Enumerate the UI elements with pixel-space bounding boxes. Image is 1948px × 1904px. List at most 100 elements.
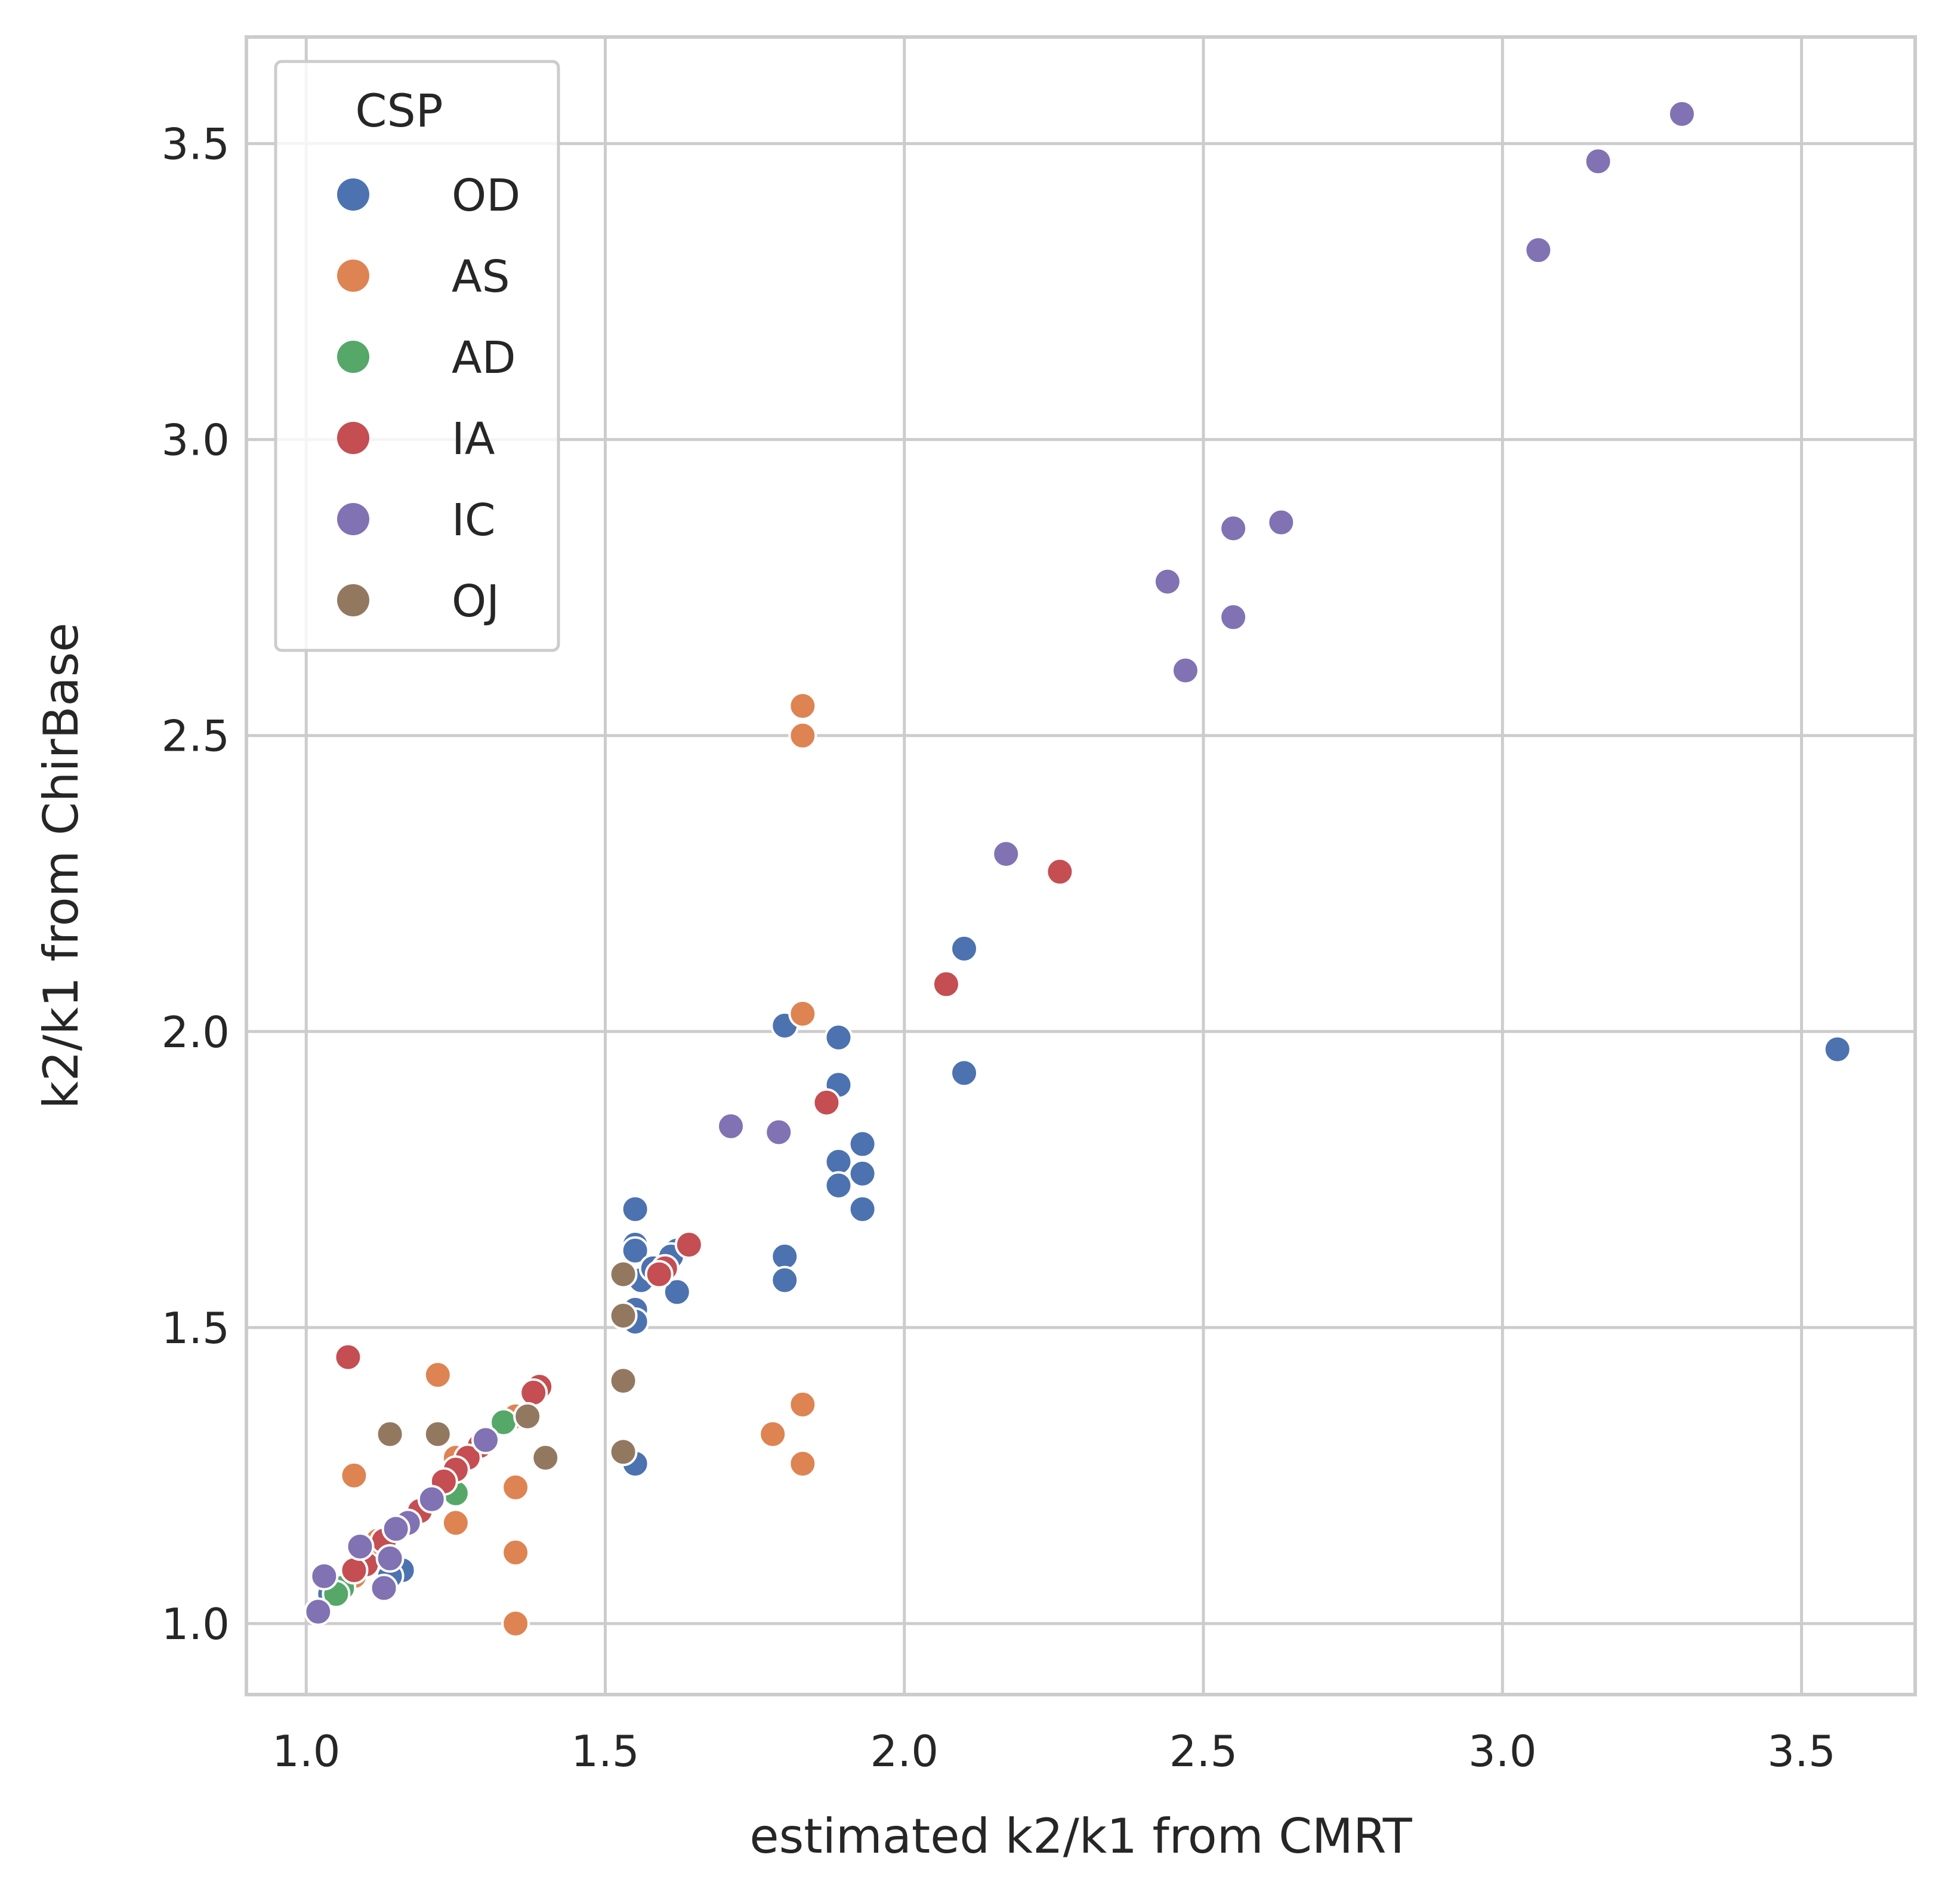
data-point xyxy=(824,1147,853,1177)
legend-item-ia: IA xyxy=(337,413,495,465)
data-point xyxy=(1583,147,1613,176)
data-point xyxy=(304,1597,333,1627)
x-tick-label: 2.0 xyxy=(870,1726,939,1776)
data-point xyxy=(1219,514,1248,543)
data-point xyxy=(758,1419,788,1449)
data-point xyxy=(531,1443,560,1473)
data-point xyxy=(717,1112,746,1141)
data-point xyxy=(788,999,817,1029)
data-point xyxy=(1823,1035,1852,1064)
data-point xyxy=(788,721,817,750)
data-points xyxy=(304,99,1852,1638)
data-point xyxy=(824,1023,853,1052)
data-point xyxy=(345,1532,375,1561)
legend-label: AD xyxy=(452,332,516,384)
tick-labels: 1.0 1.5 2.0 2.5 3.0 3.5 1.0 1.5 2.0 2.5 3.0 3.5 xyxy=(161,119,1835,1776)
data-point xyxy=(1153,567,1182,596)
legend-title: CSP xyxy=(355,84,443,137)
series-oj xyxy=(375,1260,638,1473)
data-point xyxy=(1171,656,1200,685)
data-point xyxy=(339,1556,369,1585)
legend-label: AS xyxy=(452,251,510,303)
legend-marker xyxy=(337,260,369,292)
data-point xyxy=(501,1473,530,1502)
data-point xyxy=(770,1242,799,1271)
x-tick-label: 1.5 xyxy=(571,1726,640,1776)
data-point xyxy=(513,1402,542,1431)
legend-label: OD xyxy=(452,170,520,221)
y-tick-label: 1.5 xyxy=(161,1303,230,1353)
data-point xyxy=(788,1390,817,1419)
data-point xyxy=(1668,99,1697,128)
data-point xyxy=(375,1544,405,1573)
data-point xyxy=(644,1260,674,1289)
y-tick-label: 1.0 xyxy=(161,1599,230,1649)
series-ia xyxy=(334,857,1075,1585)
data-point xyxy=(339,1461,369,1490)
data-point xyxy=(824,1171,853,1200)
legend-item-od: OD xyxy=(337,170,520,221)
legend-marker xyxy=(337,503,369,535)
x-tick-label: 3.5 xyxy=(1767,1726,1836,1776)
data-point xyxy=(609,1260,638,1289)
data-point xyxy=(609,1301,638,1331)
data-point xyxy=(848,1195,877,1224)
legend-marker xyxy=(337,341,369,373)
legend-label: IA xyxy=(452,413,495,465)
y-tick-label: 2.0 xyxy=(161,1007,230,1057)
y-tick-label: 3.0 xyxy=(161,415,230,465)
data-point xyxy=(620,1236,650,1265)
data-point xyxy=(423,1419,452,1449)
data-point xyxy=(501,1538,530,1567)
x-tick-label: 1.0 xyxy=(272,1726,341,1776)
legend-box xyxy=(274,60,560,652)
y-tick-label: 3.5 xyxy=(161,119,230,169)
data-point xyxy=(1267,508,1296,537)
data-point xyxy=(423,1360,452,1390)
data-point xyxy=(1219,603,1248,632)
data-point xyxy=(848,1159,877,1188)
data-point xyxy=(334,1343,363,1372)
series-od xyxy=(316,934,1852,1609)
data-point xyxy=(764,1118,794,1147)
legend-item-as: AS xyxy=(337,251,510,303)
data-point xyxy=(381,1514,410,1544)
data-point xyxy=(609,1437,638,1467)
series-ic xyxy=(304,99,1697,1627)
data-point xyxy=(1045,857,1075,886)
y-axis-label: k2/k1 from ChirBase xyxy=(33,623,89,1109)
plot-frame xyxy=(245,35,1917,1696)
legend-item-ad: AD xyxy=(337,332,516,384)
data-point xyxy=(848,1130,877,1159)
data-point xyxy=(417,1485,446,1514)
y-tick-label: 2.5 xyxy=(161,711,230,761)
legend-items: OD AS AD IA IC OJ xyxy=(337,170,520,627)
data-point xyxy=(310,1562,339,1591)
legend-marker xyxy=(337,584,369,616)
legend-label: OJ xyxy=(452,576,499,627)
x-tick-label: 2.5 xyxy=(1169,1726,1238,1776)
x-tick-label: 3.0 xyxy=(1468,1726,1537,1776)
data-point xyxy=(1524,236,1553,265)
data-point xyxy=(770,1266,799,1295)
legend-marker xyxy=(337,422,369,454)
legend-label: IC xyxy=(452,495,496,546)
data-point xyxy=(519,1378,548,1408)
data-point xyxy=(931,970,961,999)
data-point xyxy=(369,1573,399,1603)
data-point xyxy=(609,1366,638,1396)
legend-item-ic: IC xyxy=(337,495,496,546)
data-point xyxy=(441,1508,470,1538)
legend: CSP OD AS AD IA IC OJ xyxy=(274,60,560,652)
data-point xyxy=(375,1419,405,1449)
legend-item-oj: OJ xyxy=(337,576,499,627)
data-point xyxy=(788,692,817,721)
data-point xyxy=(992,840,1021,869)
data-point xyxy=(471,1425,501,1455)
series-as xyxy=(339,692,817,1638)
data-point xyxy=(620,1195,650,1224)
data-point xyxy=(950,934,979,963)
data-point xyxy=(812,1088,841,1117)
